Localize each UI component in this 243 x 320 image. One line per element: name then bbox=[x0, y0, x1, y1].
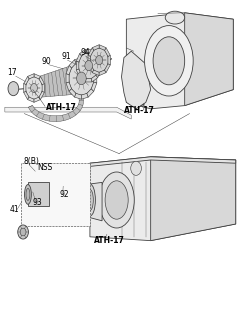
Polygon shape bbox=[5, 107, 131, 119]
Circle shape bbox=[18, 225, 28, 239]
Ellipse shape bbox=[85, 184, 95, 216]
Text: 92: 92 bbox=[60, 190, 69, 199]
Polygon shape bbox=[91, 75, 98, 82]
Polygon shape bbox=[90, 157, 236, 166]
Circle shape bbox=[53, 186, 70, 208]
Polygon shape bbox=[85, 79, 92, 82]
Polygon shape bbox=[90, 157, 236, 241]
Polygon shape bbox=[94, 74, 97, 83]
Polygon shape bbox=[69, 89, 76, 97]
Circle shape bbox=[26, 77, 43, 99]
Polygon shape bbox=[28, 84, 84, 122]
Polygon shape bbox=[90, 182, 102, 221]
Circle shape bbox=[47, 178, 77, 216]
Polygon shape bbox=[99, 61, 101, 70]
Polygon shape bbox=[75, 58, 81, 63]
Polygon shape bbox=[28, 74, 34, 79]
Polygon shape bbox=[24, 84, 26, 92]
Polygon shape bbox=[39, 92, 44, 100]
Ellipse shape bbox=[87, 189, 93, 211]
Polygon shape bbox=[76, 61, 79, 70]
Bar bbox=[21, 163, 90, 226]
Circle shape bbox=[69, 62, 94, 95]
Polygon shape bbox=[104, 64, 110, 73]
Bar bbox=[28, 182, 49, 206]
Polygon shape bbox=[104, 48, 110, 56]
Ellipse shape bbox=[153, 37, 185, 85]
Text: 94: 94 bbox=[80, 48, 90, 57]
Circle shape bbox=[20, 228, 26, 236]
Text: ATH-17: ATH-17 bbox=[94, 236, 124, 245]
Text: 91: 91 bbox=[62, 52, 72, 61]
Polygon shape bbox=[80, 49, 86, 56]
Polygon shape bbox=[108, 55, 110, 65]
Polygon shape bbox=[92, 70, 99, 76]
Text: 8(B): 8(B) bbox=[23, 157, 39, 166]
Text: NSS: NSS bbox=[38, 163, 53, 172]
Polygon shape bbox=[88, 64, 94, 73]
Ellipse shape bbox=[26, 188, 30, 200]
Polygon shape bbox=[88, 48, 94, 56]
Polygon shape bbox=[91, 49, 98, 56]
Circle shape bbox=[78, 52, 99, 79]
Text: 93: 93 bbox=[33, 198, 43, 207]
Ellipse shape bbox=[99, 172, 134, 228]
Ellipse shape bbox=[145, 26, 193, 96]
Polygon shape bbox=[126, 13, 233, 109]
Polygon shape bbox=[69, 60, 76, 68]
Polygon shape bbox=[28, 97, 34, 102]
Polygon shape bbox=[99, 70, 106, 76]
Circle shape bbox=[85, 60, 93, 71]
Polygon shape bbox=[80, 75, 86, 82]
Polygon shape bbox=[185, 13, 233, 106]
Polygon shape bbox=[81, 58, 88, 63]
Polygon shape bbox=[37, 65, 79, 98]
Text: 41: 41 bbox=[10, 205, 19, 214]
Polygon shape bbox=[66, 65, 71, 75]
Polygon shape bbox=[87, 60, 94, 68]
Text: ATH-17: ATH-17 bbox=[124, 106, 155, 115]
Circle shape bbox=[31, 84, 37, 92]
Polygon shape bbox=[75, 93, 81, 99]
Polygon shape bbox=[85, 49, 92, 52]
Polygon shape bbox=[96, 54, 101, 62]
Polygon shape bbox=[24, 92, 29, 100]
Ellipse shape bbox=[25, 185, 31, 204]
Circle shape bbox=[8, 82, 19, 96]
Ellipse shape bbox=[165, 11, 185, 24]
Polygon shape bbox=[91, 82, 97, 92]
Polygon shape bbox=[99, 45, 106, 50]
Polygon shape bbox=[76, 69, 81, 77]
Polygon shape bbox=[34, 74, 40, 79]
Polygon shape bbox=[81, 93, 88, 99]
Polygon shape bbox=[42, 84, 44, 92]
Text: ATH-17: ATH-17 bbox=[46, 103, 77, 112]
Polygon shape bbox=[24, 76, 29, 84]
Ellipse shape bbox=[105, 181, 128, 219]
Polygon shape bbox=[66, 74, 69, 83]
Text: 17: 17 bbox=[7, 68, 17, 77]
Polygon shape bbox=[91, 65, 97, 75]
Text: 90: 90 bbox=[41, 57, 51, 66]
Circle shape bbox=[90, 48, 108, 72]
Polygon shape bbox=[87, 89, 94, 97]
Polygon shape bbox=[76, 54, 81, 62]
Circle shape bbox=[77, 72, 86, 85]
Polygon shape bbox=[88, 55, 90, 65]
Polygon shape bbox=[92, 45, 99, 50]
Polygon shape bbox=[122, 51, 151, 109]
Polygon shape bbox=[96, 69, 101, 77]
Circle shape bbox=[131, 161, 141, 175]
Polygon shape bbox=[39, 76, 44, 84]
Polygon shape bbox=[151, 157, 236, 241]
Circle shape bbox=[96, 56, 103, 65]
Polygon shape bbox=[34, 97, 40, 102]
Polygon shape bbox=[66, 82, 71, 92]
